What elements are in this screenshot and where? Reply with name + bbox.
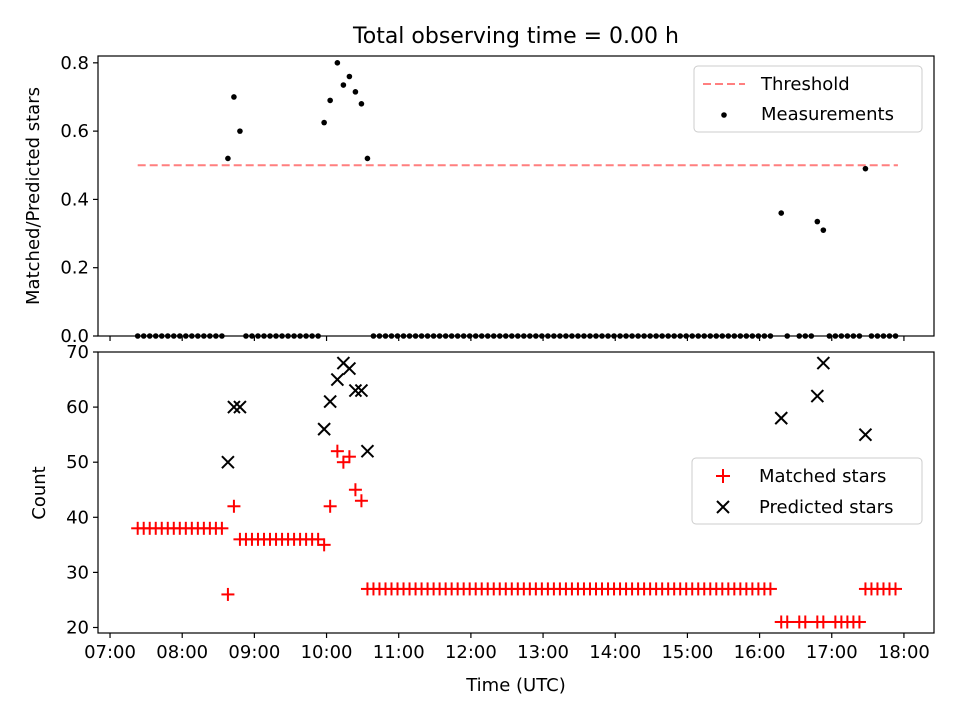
matched-star-point [317,538,331,552]
predicted-star-point [354,383,369,398]
measurement-point [814,218,821,225]
matched-star-point [798,615,812,629]
matched-star-point [323,499,337,513]
matched-star-point [354,494,368,508]
bottom-axes-frame [97,351,935,634]
matched-star-point [852,615,866,629]
y-tick-label: 20 [66,617,89,638]
matched-legend-label: Matched stars [759,466,886,487]
measurement-point [352,89,359,95]
predicted-star-point [233,400,247,414]
x-tick-label: 09:00 [228,642,280,663]
matched-star-point [348,483,362,497]
x-tick-label: 17:00 [806,642,858,663]
y-tick-label: 0.8 [60,53,89,74]
x-tick-label: 07:00 [84,642,136,663]
measurement-point [340,82,347,88]
x-tick-label: 10:00 [301,642,353,663]
measurement-point [334,60,341,66]
matched-legend-swatch [716,469,730,483]
measurement-point [778,210,785,216]
measurements-legend-label: Measurements [761,104,894,125]
y-tick-label: 50 [66,452,89,473]
matched-star-point [889,582,903,596]
measurement-point [358,101,365,107]
predicted-legend-swatch [716,500,730,514]
predicted-star-point [810,389,825,403]
x-tick-label: 14:00 [589,642,641,663]
predicted-star-point [348,383,363,398]
y-tick-label: 0.4 [60,189,89,210]
top-ylabel: Matched/Predicted stars [23,87,44,305]
chart-title: Total observing time = 0.00 h [352,24,679,49]
y-tick-label: 0.0 [60,326,89,347]
top-axes-frame [97,55,935,337]
bottom-legend-box [691,457,923,525]
x-tick-label: 12:00 [445,642,497,663]
y-tick-label: 0.2 [60,258,89,279]
x-tick-label: 15:00 [661,642,713,663]
y-tick-label: 70 [66,342,89,363]
x-tick-label: 16:00 [734,642,786,663]
predicted-star-point [858,427,873,442]
predicted-star-point [774,411,788,425]
measurement-point [225,155,231,162]
matched-star-point [342,450,356,464]
measurement-point [820,227,827,233]
matched-star-point [215,521,229,535]
y-tick-label: 0.6 [60,121,89,142]
matched-star-point [311,532,325,546]
matched-star-point [336,455,350,469]
predicted-star-point [317,422,331,436]
bottom-panel: 20 30 40 50 60 70 07:00 08:00 09:00 10:00 11:00 12… [29,342,935,696]
predicted-star-point [360,444,375,458]
x-tick-label: 13:00 [517,642,569,663]
predicted-star-point [323,394,337,409]
top-panel: 0.00.20.40.60.8 Matched/Predicted stars … [23,53,935,347]
measurement-point [346,73,353,80]
bottom-legend: Matched stars Predicted stars [691,457,923,525]
x-axis-label: Time (UTC) [465,675,566,696]
top-legend: Threshold Measurements [693,65,923,133]
x-tick-label: 18:00 [878,642,930,663]
matched-star-point [221,587,235,601]
measurements-legend-swatch [721,112,727,118]
matched-star-point [227,499,241,513]
matched-star-point [816,615,830,629]
bottom-ylabel: Count [29,466,50,519]
predicted-star-point [816,356,831,370]
measurement-point [321,119,327,126]
y-tick-label: 40 [66,507,89,528]
matched-star-point [330,444,344,458]
predicted-star-point [342,361,357,376]
measurement-point [327,97,333,104]
predicted-legend-label: Predicted stars [759,497,893,518]
measurement-point [364,155,371,162]
threshold-legend-label: Threshold [760,74,850,95]
matched-star-point [763,582,777,596]
top-legend-box [693,65,923,133]
measurement-point [231,94,237,100]
x-tick-label: 08:00 [156,642,208,663]
y-tick-label: 60 [66,397,89,418]
x-tick-label: 11:00 [373,642,425,663]
predicted-star-point [330,372,345,387]
predicted-star-point [227,400,241,414]
predicted-star-point [221,455,235,469]
y-tick-label: 30 [66,562,89,583]
matched-star-point [780,615,794,629]
measurement-point [862,165,869,172]
measurement-point [237,128,243,134]
